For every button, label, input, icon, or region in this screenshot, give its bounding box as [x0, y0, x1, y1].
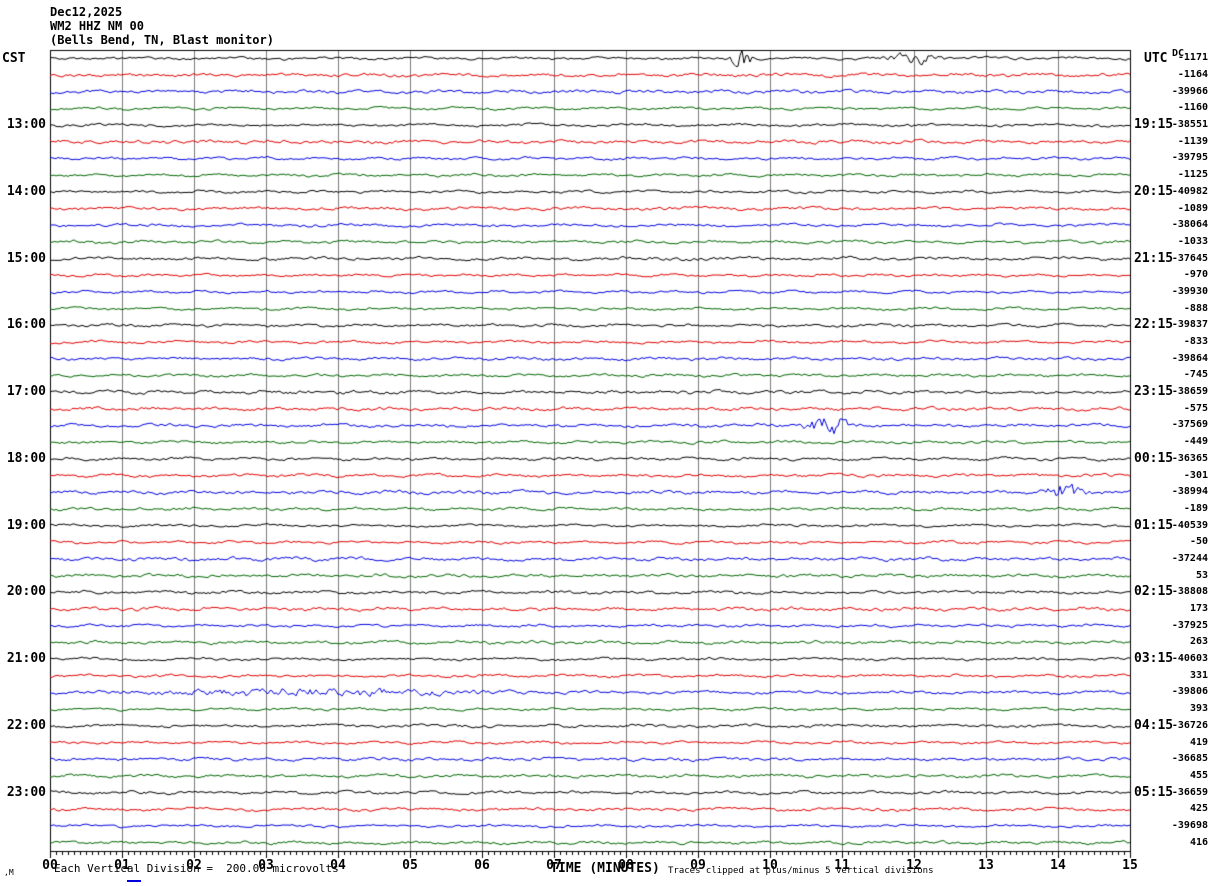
dc-offset-value: 393: [1189, 703, 1208, 715]
dc-offset-value: -36365: [1171, 452, 1208, 464]
hour-label-left: 14:00: [6, 183, 46, 199]
dc-offset-value: -1089: [1177, 202, 1208, 214]
dc-offset-value: -40539: [1171, 519, 1208, 531]
dc-offset-value: -37569: [1171, 419, 1208, 431]
dc-offset-value: -36685: [1171, 753, 1208, 765]
dc-offset-value: -1160: [1177, 102, 1208, 114]
minute-tick-label: 00: [42, 858, 58, 873]
title-date: Dec12,2025: [50, 5, 123, 19]
hour-label-left: 17:00: [6, 384, 46, 400]
dc-offset-value: -745: [1183, 369, 1208, 381]
dc-offset-value: -39698: [1171, 819, 1208, 831]
minute-tick-label: 08: [618, 858, 634, 873]
dc-offset-value: -39930: [1171, 285, 1208, 297]
hour-label-right: 19:15: [1134, 117, 1174, 133]
minute-tick-label: 15: [1122, 858, 1138, 873]
dc-offset-value: 53: [1195, 569, 1208, 581]
x-axis-title: TIME (MINUTES): [550, 861, 660, 876]
dc-offset-value: 416: [1189, 836, 1208, 848]
minute-tick-label: 05: [402, 858, 418, 873]
hour-label-right: 22:15: [1134, 317, 1174, 333]
title-description: (Bells Bend, TN, Blast monitor): [50, 33, 274, 47]
dc-offset-value: -970: [1183, 269, 1208, 281]
left-axis-title: CST: [2, 51, 26, 66]
dc-offset-value: -36726: [1171, 719, 1208, 731]
hour-label-right: 00:15: [1134, 450, 1174, 466]
dc-offset-value: -1171: [1177, 52, 1208, 64]
hour-label-right: 02:15: [1134, 584, 1174, 600]
hour-label-right: 05:15: [1134, 784, 1174, 800]
dc-offset-value: -575: [1183, 402, 1208, 414]
dc-offset-value: -39806: [1171, 686, 1208, 698]
dc-offset-value: -1164: [1177, 69, 1208, 81]
minute-tick-label: 10: [762, 858, 778, 873]
minute-tick-label: 02: [186, 858, 202, 873]
dc-offset-value: 263: [1189, 636, 1208, 648]
dc-offset-value: -1033: [1177, 235, 1208, 247]
dc-offset-value: -38808: [1171, 586, 1208, 598]
minute-tick-label: 13: [978, 858, 994, 873]
scale-marker-underline: [127, 880, 141, 882]
hour-label-right: 23:15: [1134, 384, 1174, 400]
dc-offset-value: -39837: [1171, 319, 1208, 331]
dc-offset-value: -36659: [1171, 786, 1208, 798]
minute-tick-label: 07: [546, 858, 562, 873]
hour-label-right: 03:15: [1134, 651, 1174, 667]
hour-label-right: 01:15: [1134, 517, 1174, 533]
minute-tick-label: 01: [114, 858, 130, 873]
minute-tick-label: 14: [1050, 858, 1066, 873]
dc-offset-value: 425: [1189, 803, 1208, 815]
hour-label-left: 19:00: [6, 517, 46, 533]
hour-label-left: 16:00: [6, 317, 46, 333]
dc-offset-label: DC: [1172, 48, 1185, 59]
dc-offset-value: -39864: [1171, 352, 1208, 364]
hour-label-left: 18:00: [6, 450, 46, 466]
minute-tick-label: 12: [906, 858, 922, 873]
minute-tick-label: 04: [330, 858, 346, 873]
dc-offset-value: -37925: [1171, 619, 1208, 631]
dc-offset-value: -37244: [1171, 552, 1208, 564]
dc-offset-value: 455: [1189, 769, 1208, 781]
dc-offset-value: -37645: [1171, 252, 1208, 264]
dc-offset-value: -39966: [1171, 85, 1208, 97]
dc-offset-value: -38064: [1171, 219, 1208, 231]
dc-offset-value: -833: [1183, 336, 1208, 348]
dc-offset-value: -301: [1183, 469, 1208, 481]
minute-tick-label: 03: [258, 858, 274, 873]
dc-offset-value: -888: [1183, 302, 1208, 314]
minute-tick-label: 11: [834, 858, 850, 873]
hour-label-left: 20:00: [6, 584, 46, 600]
hour-label-left: 13:00: [6, 117, 46, 133]
minute-tick-label: 06: [474, 858, 490, 873]
scale-note: Each Vertical Division = 200.00 microvol…: [54, 862, 339, 875]
hour-label-left: 15:00: [6, 250, 46, 266]
dc-offset-value: 419: [1189, 736, 1208, 748]
corner-mark: ,M: [4, 868, 14, 877]
dc-offset-value: -1139: [1177, 135, 1208, 147]
dc-offset-value: -39795: [1171, 152, 1208, 164]
clip-note: Traces clipped at plus/minus 5 vertical …: [668, 866, 934, 876]
dc-offset-value: -38551: [1171, 119, 1208, 131]
dc-offset-value: -189: [1183, 502, 1208, 514]
hour-label-left: 21:00: [6, 651, 46, 667]
hour-label-right: 04:15: [1134, 717, 1174, 733]
dc-offset-value: -38659: [1171, 386, 1208, 398]
title-station: WM2 HHZ NM 00: [50, 19, 144, 33]
hour-label-right: 20:15: [1134, 183, 1174, 199]
hour-label-left: 23:00: [6, 784, 46, 800]
dc-offset-value: -40982: [1171, 185, 1208, 197]
right-axis-title: UTC: [1144, 51, 1168, 66]
dc-offset-value: -40603: [1171, 653, 1208, 665]
dc-offset-value: 173: [1189, 603, 1208, 615]
hour-label-left: 22:00: [6, 717, 46, 733]
dc-offset-value: -50: [1189, 536, 1208, 548]
dc-offset-value: -1125: [1177, 169, 1208, 181]
dc-offset-value: 331: [1189, 669, 1208, 681]
hour-label-right: 21:15: [1134, 250, 1174, 266]
dc-offset-value: -449: [1183, 436, 1208, 448]
minute-tick-label: 09: [690, 858, 706, 873]
dc-offset-value: -38994: [1171, 486, 1208, 498]
